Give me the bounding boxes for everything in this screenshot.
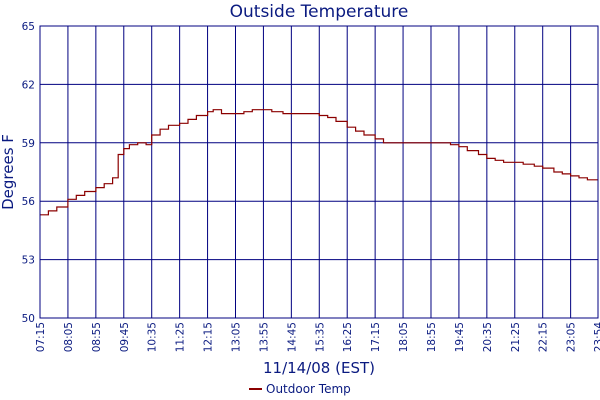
x-tick-label: 20:35: [482, 322, 494, 352]
x-tick-label: 13:05: [230, 322, 242, 352]
x-tick-label: 18:55: [426, 322, 438, 352]
x-tick-label: 14:45: [286, 322, 298, 352]
x-tick-label: 13:55: [258, 322, 270, 352]
x-tick-label: 09:45: [119, 322, 131, 352]
x-tick-label: 18:05: [398, 322, 410, 352]
y-axis-ticks: 50 53 56 59 62 65: [22, 21, 36, 325]
x-tick-label: 17:15: [370, 322, 382, 352]
x-tick-label: 16:25: [342, 322, 354, 352]
y-tick-label: 59: [22, 138, 35, 150]
y-tick-label: 65: [22, 21, 35, 33]
legend-label: Outdoor Temp: [266, 382, 351, 396]
x-tick-label: 10:35: [147, 322, 159, 352]
x-tick-label: 11:25: [175, 322, 187, 352]
x-tick-label: 23:05: [566, 322, 578, 352]
x-tick-label: 19:45: [454, 322, 466, 352]
x-axis-ticks: 07:15 08:05 08:55 09:45 10:35 11:25 12:15 13:05…: [35, 322, 600, 353]
x-tick-label: 08:55: [91, 322, 103, 352]
x-tick-label: 15:35: [314, 322, 326, 352]
x-tick-label: 22:15: [538, 322, 550, 352]
y-tick-label: 53: [22, 255, 35, 267]
x-tick-label: 07:15: [35, 322, 47, 352]
x-axis-label: 11/14/08 (EST): [263, 359, 375, 377]
x-tick-label: 21:25: [510, 322, 522, 352]
y-axis-label: Degrees F: [0, 134, 17, 210]
x-tick-label: 08:05: [63, 322, 75, 352]
legend: Outdoor Temp: [249, 382, 351, 396]
chart-title: Outside Temperature: [230, 2, 409, 22]
chart-series: [40, 109, 598, 216]
y-tick-label: 56: [22, 196, 36, 208]
plot-area-border: [39, 25, 599, 319]
x-tick-label: 23:54: [593, 322, 600, 353]
y-tick-label: 50: [22, 313, 35, 325]
x-tick-label: 12:15: [203, 322, 215, 352]
chart-grid: [39, 25, 599, 319]
y-tick-label: 62: [22, 79, 35, 91]
series-line-outdoor-temp: [40, 109, 598, 216]
